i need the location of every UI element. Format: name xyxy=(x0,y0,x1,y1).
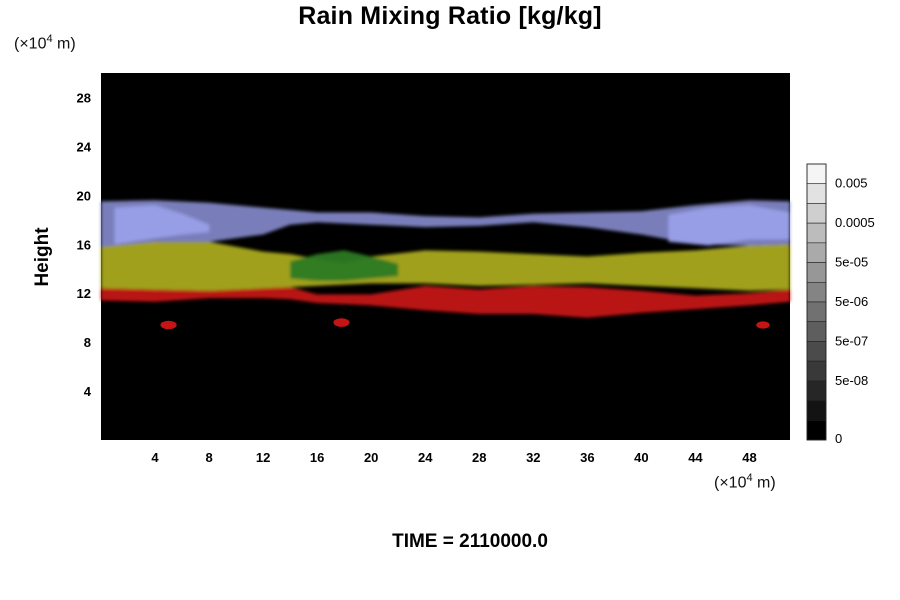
colorbar-cell xyxy=(806,242,827,263)
colorbar-label: 5e-07 xyxy=(835,333,868,348)
x-tick-label: 28 xyxy=(472,450,486,465)
y-tick-label: 24 xyxy=(77,139,92,154)
x-tick-label: 4 xyxy=(151,450,159,465)
colorbar-cell xyxy=(806,301,827,323)
colorbar-cell xyxy=(806,222,827,244)
x-tick-label: 24 xyxy=(418,450,433,465)
layer-blue-bright-right xyxy=(668,205,790,246)
colorbar: 0.005 0.0005 5e-05 5e-06 5e-07 5e-08 0 xyxy=(806,163,875,446)
y-axis-unit: (×104 m) xyxy=(14,33,76,53)
colorbar-cell xyxy=(806,380,827,401)
colorbar-label: 5e-08 xyxy=(835,373,868,388)
colorbar-label: 5e-05 xyxy=(835,255,868,270)
colorbar-cell xyxy=(806,262,827,283)
blob-2 xyxy=(756,321,770,329)
time-label: TIME = 2110000.0 xyxy=(392,531,548,552)
y-tick-label: 20 xyxy=(77,188,91,203)
colorbar-cell xyxy=(806,419,827,441)
layer-blue xyxy=(101,200,790,247)
y-tick-label: 16 xyxy=(77,237,91,252)
x-tick-label: 44 xyxy=(688,450,703,465)
blob-1 xyxy=(333,318,350,327)
y-tick-label: 4 xyxy=(84,384,92,399)
layer-red xyxy=(101,285,790,318)
x-tick-label: 12 xyxy=(256,450,270,465)
y-tick-label: 8 xyxy=(84,335,91,350)
colorbar-label: 5e-06 xyxy=(835,294,868,309)
x-tick-label: 36 xyxy=(580,450,594,465)
x-tick-label: 16 xyxy=(310,450,324,465)
x-tick-label: 48 xyxy=(742,450,756,465)
colorbar-cell xyxy=(806,341,827,362)
data-blobs xyxy=(160,318,770,330)
colorbar-cell xyxy=(806,203,827,224)
y-axis-ticks: 4 8 12 16 20 24 28 xyxy=(77,90,92,399)
x-tick-label: 20 xyxy=(364,450,378,465)
colorbar-cell xyxy=(806,321,827,342)
colorbar-cell xyxy=(806,183,827,204)
colorbar-cell xyxy=(806,400,827,421)
x-tick-label: 40 xyxy=(634,450,648,465)
colorbar-cell xyxy=(806,281,827,303)
colorbar-cell xyxy=(806,163,827,185)
x-tick-label: 32 xyxy=(526,450,540,465)
colorbar-frame xyxy=(806,163,827,441)
colorbar-label: 0.0005 xyxy=(835,215,875,230)
blob-0 xyxy=(160,320,177,330)
layer-blue-bright xyxy=(114,205,210,245)
layer-yellow xyxy=(101,241,790,291)
data-layers xyxy=(101,200,790,318)
colorbar-label: 0 xyxy=(835,431,842,446)
chart-title: Rain Mixing Ratio [kg/kg] xyxy=(298,2,602,30)
colorbar-cell xyxy=(806,360,827,382)
y-tick-label: 12 xyxy=(77,286,91,301)
x-axis-unit: (×104 m) xyxy=(714,472,776,492)
x-tick-label: 8 xyxy=(205,450,212,465)
x-axis-ticks: 4 8 12 16 20 24 28 32 36 40 44 48 xyxy=(151,450,756,465)
colorbar-label: 0.005 xyxy=(835,176,868,191)
y-tick-label: 28 xyxy=(77,90,91,105)
layer-green xyxy=(290,250,399,281)
